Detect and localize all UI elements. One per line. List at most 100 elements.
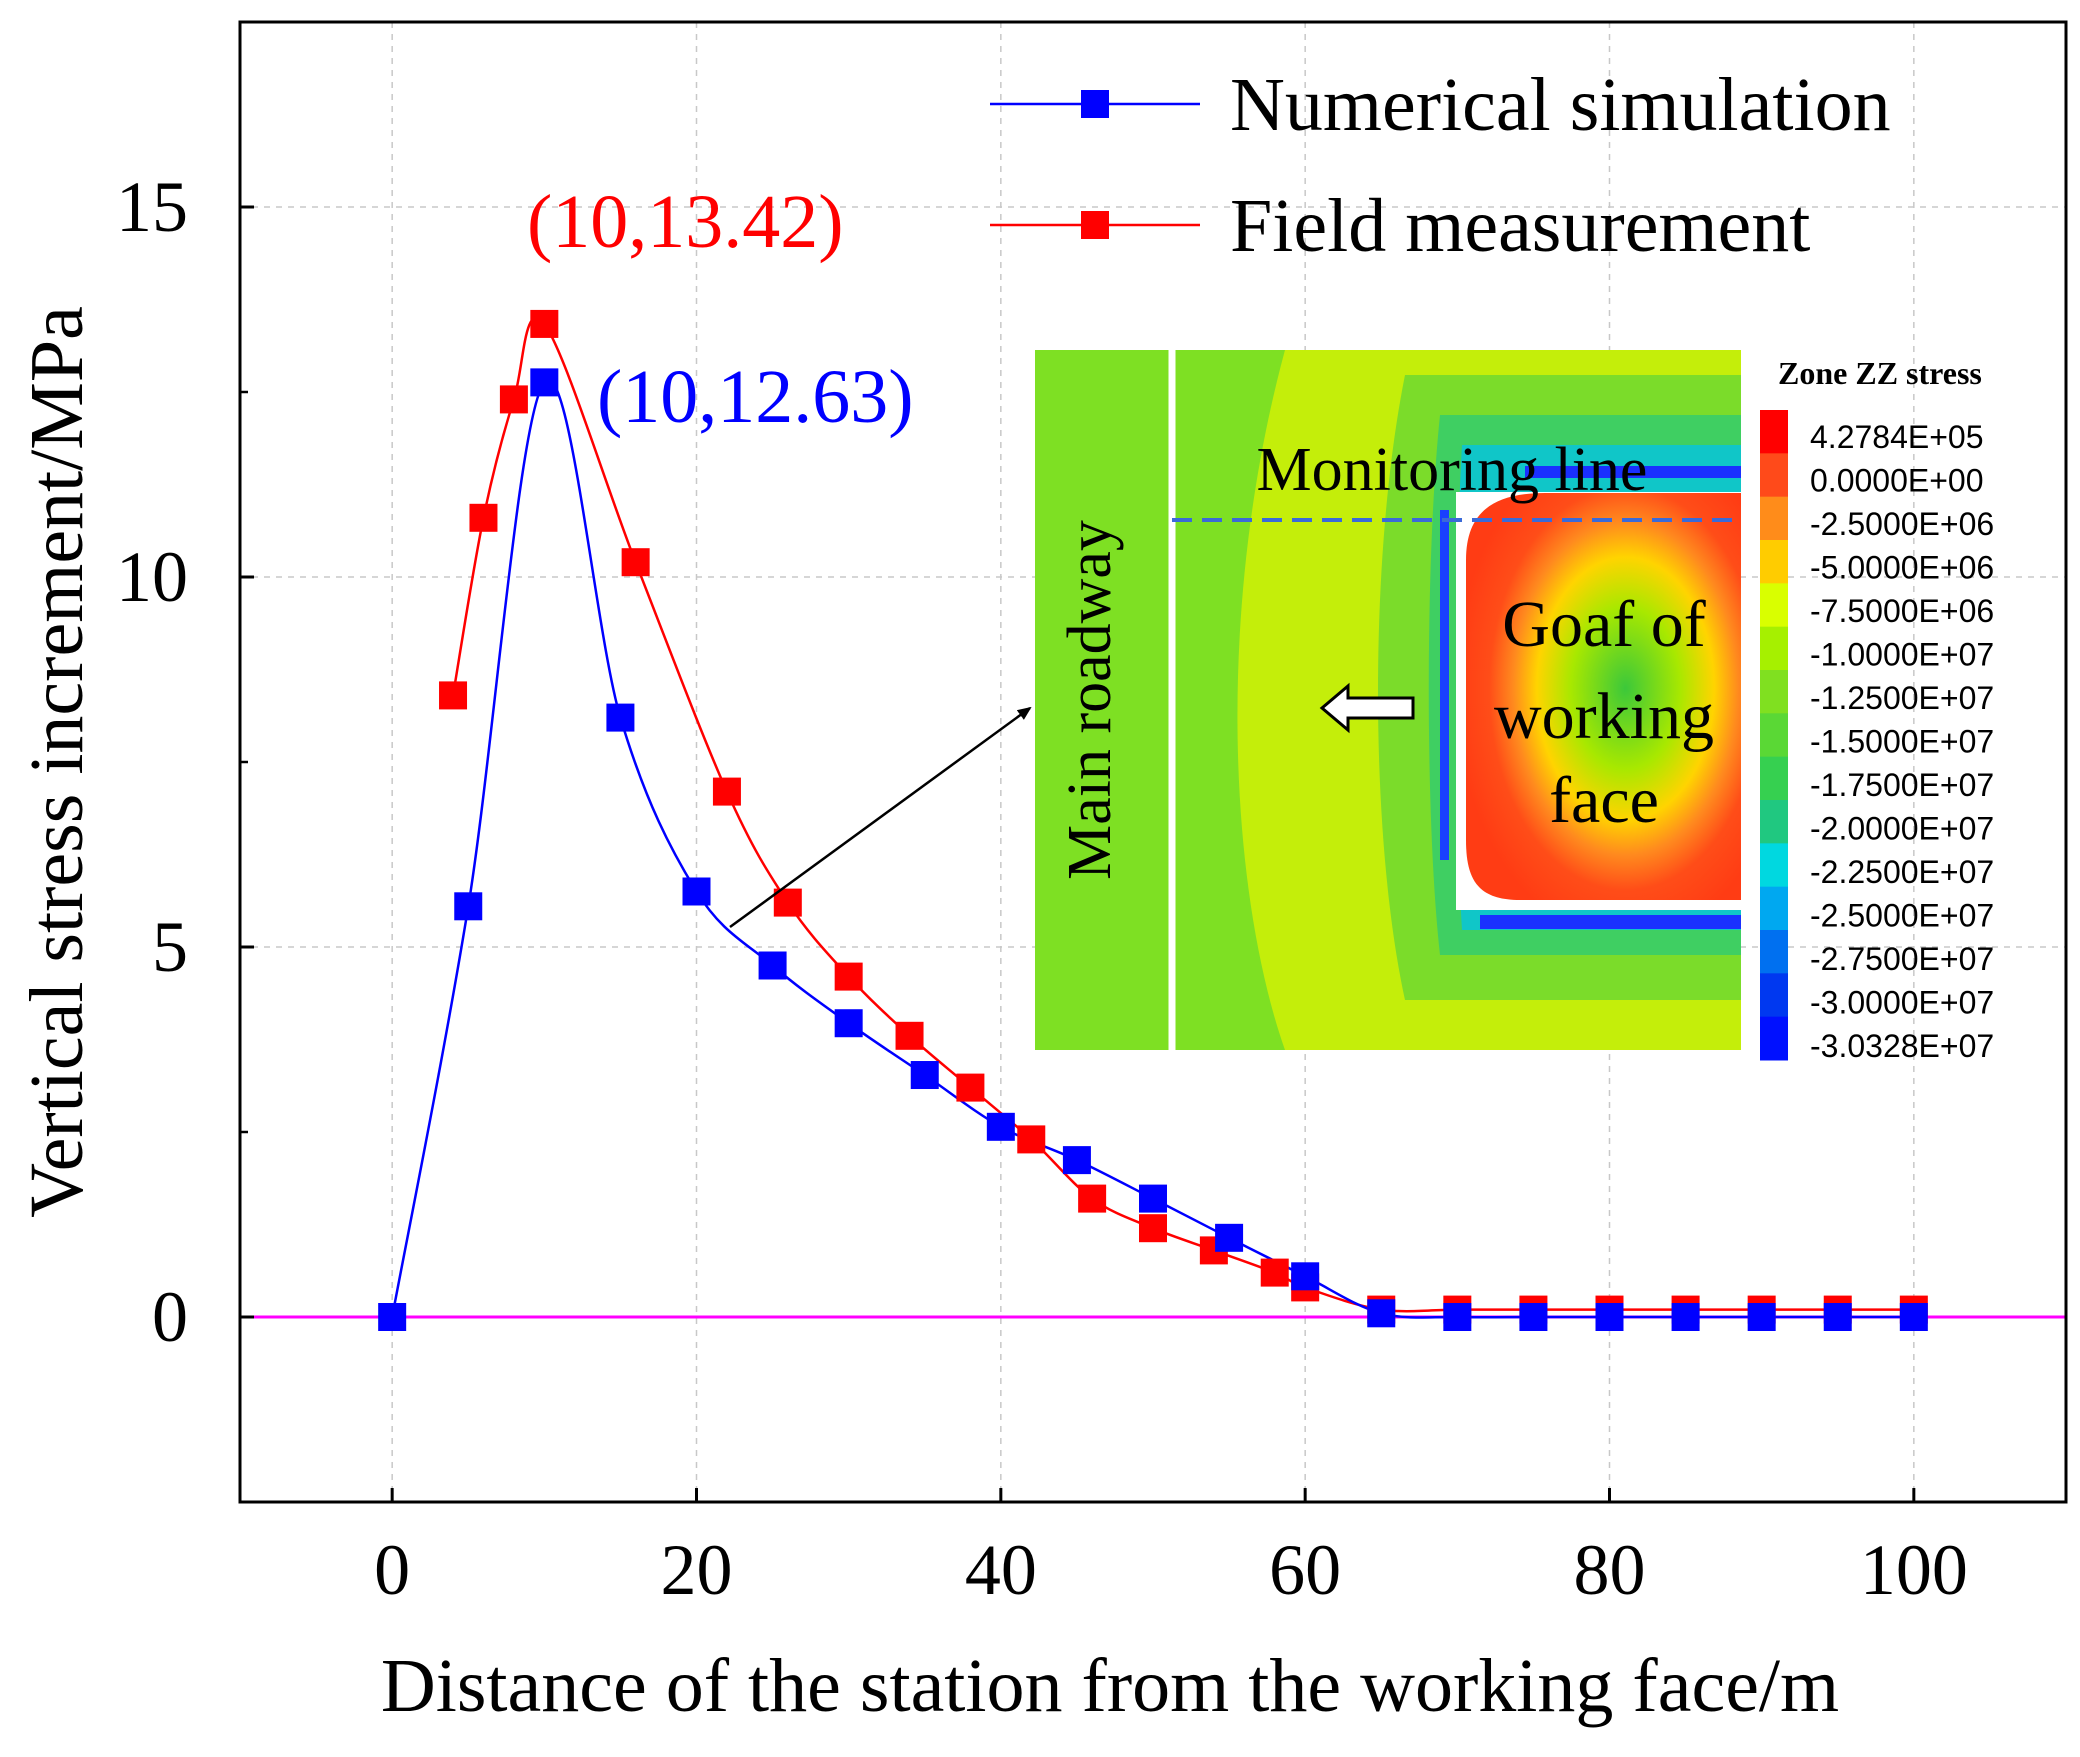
colorbar-label: -2.2500E+07 — [1810, 854, 1994, 890]
colorbar-swatch — [1760, 713, 1788, 758]
colorbar-label: -1.7500E+07 — [1810, 767, 1994, 803]
series-0-point — [1747, 1303, 1776, 1331]
series-0-point — [1823, 1303, 1852, 1331]
x-tick-label: 0 — [374, 1530, 410, 1610]
colorbar-label: -2.0000E+07 — [1810, 811, 1994, 847]
series-0-point — [1899, 1303, 1928, 1331]
colorbar-swatch — [1760, 886, 1788, 931]
colorbar-label: -1.0000E+07 — [1810, 637, 1994, 673]
legend-marker-field — [1081, 211, 1109, 239]
inset-stress-contour: Main roadway Monitoring line Goaf of wor… — [1035, 350, 1741, 1050]
colorbar-title: Zone ZZ stress — [1778, 355, 1982, 391]
colorbar-labels: 4.2784E+05 0.0000E+00 -2.5000E+06 -5.0000E+… — [1810, 419, 1994, 1064]
colorbar-label: -7.5000E+06 — [1810, 593, 1994, 629]
inset-roadway-label: Main roadway — [1056, 520, 1124, 880]
series-0-point — [1367, 1299, 1396, 1328]
y-tick-labels: 0 5 10 15 — [116, 167, 188, 1357]
y-tick-label: 5 — [152, 907, 188, 987]
colorbar-swatch — [1760, 670, 1788, 714]
colorbar-swatch — [1760, 930, 1788, 974]
colorbar-label: 4.2784E+05 — [1810, 419, 1984, 455]
series-0-point — [1139, 1184, 1167, 1213]
inset-monitoring-label: Monitoring line — [1257, 436, 1648, 504]
y-tick-label: 15 — [116, 167, 188, 247]
x-tick-label: 100 — [1860, 1530, 1968, 1610]
colorbar-swatch — [1760, 756, 1788, 801]
series-0-point — [834, 1009, 863, 1038]
colorbar-label: -2.5000E+07 — [1810, 898, 1994, 934]
x-tick-label: 60 — [1269, 1530, 1341, 1610]
y-tick-label: 10 — [116, 537, 188, 617]
colorbar-swatch — [1760, 540, 1788, 584]
axis-ticks — [240, 205, 1916, 1502]
series-0-point — [1671, 1303, 1700, 1331]
colorbar-label: -1.2500E+07 — [1810, 680, 1994, 716]
inset-goaf-label-line-3: face — [1549, 764, 1659, 837]
series-0-point — [1291, 1262, 1320, 1291]
series-0-point — [606, 703, 635, 732]
callout-arrow — [729, 706, 1032, 929]
series-0-point — [378, 1303, 407, 1331]
series-1-point — [712, 777, 741, 806]
series-1-point — [956, 1073, 985, 1102]
legend: Numerical simulation Field measurement — [990, 63, 1891, 268]
legend-marker-numerical — [1081, 90, 1109, 118]
colorbar-swatch — [1760, 583, 1788, 628]
series-1-point — [1260, 1258, 1289, 1287]
series-0-point — [682, 877, 711, 906]
colorbar-swatch — [1760, 800, 1788, 844]
x-tick-label: 20 — [661, 1530, 733, 1610]
series-0-point — [1062, 1146, 1091, 1175]
legend-label-numerical: Numerical simulation — [1230, 63, 1891, 147]
annotation-field-peak: (10,13.42) — [527, 180, 844, 264]
colorbar-swatch — [1760, 973, 1788, 1018]
series-0-point — [454, 892, 483, 921]
series-1-point — [1017, 1125, 1046, 1154]
series-1-point — [834, 962, 863, 991]
annotation-simulation-peak: (10,12.63) — [597, 355, 914, 439]
series-1-point — [530, 309, 559, 338]
colorbar-swatch — [1760, 496, 1788, 541]
inset-goaf-label-line-2: working — [1494, 680, 1714, 753]
series-layer — [378, 309, 1928, 1331]
series-0-point — [986, 1112, 1015, 1141]
inset-blue-strip-top — [1525, 466, 1741, 478]
x-tick-labels: 0 20 40 60 80 100 — [374, 1530, 1968, 1610]
colorbar-label: -3.0000E+07 — [1810, 985, 1994, 1021]
x-tick-label: 80 — [1574, 1530, 1646, 1610]
colorbar-swatches — [1760, 410, 1788, 1061]
x-axis-title: Distance of the station from the working… — [381, 1644, 1839, 1728]
colorbar-label: -2.5000E+06 — [1810, 506, 1994, 542]
series-0-point — [758, 951, 787, 980]
y-tick-label: 0 — [152, 1277, 188, 1357]
series-1-point — [773, 888, 802, 917]
inset-goaf-label-line-1: Goaf of — [1502, 588, 1705, 661]
colorbar-swatch — [1760, 410, 1788, 454]
colorbar-label: -3.0328E+07 — [1810, 1028, 1994, 1064]
x-tick-label: 40 — [965, 1530, 1037, 1610]
series-0-point — [1519, 1303, 1548, 1331]
colorbar-swatch — [1760, 453, 1788, 498]
series-1-point — [1139, 1214, 1167, 1243]
colorbar-swatch — [1760, 1016, 1788, 1061]
series-1-point — [469, 503, 498, 532]
legend-label-field: Field measurement — [1230, 184, 1810, 268]
series-0-point — [910, 1061, 939, 1090]
series-1-point — [439, 681, 468, 710]
colorbar-swatch — [1760, 626, 1788, 671]
series-0-point — [1595, 1303, 1624, 1331]
inset-goaf-stress-zone — [1466, 493, 1741, 900]
colorbar-label: -1.5000E+07 — [1810, 724, 1994, 760]
series-0-point — [1215, 1223, 1244, 1252]
colorbar-label: -2.7500E+07 — [1810, 941, 1994, 977]
colorbar-swatch — [1760, 843, 1788, 888]
series-0-point — [530, 368, 559, 397]
colorbar-label: -5.0000E+06 — [1810, 550, 1994, 586]
series-1-point — [621, 548, 650, 577]
series-1-point — [1078, 1184, 1107, 1213]
inset-blue-strip-left — [1440, 510, 1449, 860]
inset-blue-strip-bottom — [1480, 915, 1741, 929]
y-axis-title: Vertical stress increment/MPa — [15, 306, 99, 1218]
series-1-point — [895, 1021, 924, 1050]
series-1-point — [499, 385, 528, 414]
